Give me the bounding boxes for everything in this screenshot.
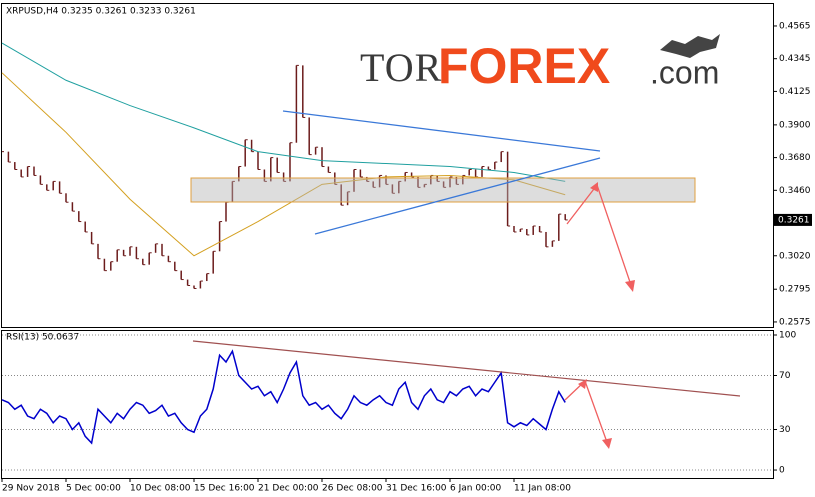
y-tick-label: 0.3020 <box>779 251 811 261</box>
y-tick-label: 0.2575 <box>779 317 811 327</box>
rsi-title: RSI(13) 50.0637 <box>6 333 79 343</box>
x-tick-label: 29 Nov 2018 <box>2 484 60 494</box>
x-tick-label: 6 Jan 00:00 <box>450 484 502 494</box>
plot: 0.4565 0.4345 0.4125 0.3900 0.3680 0.3460 0.30… <box>1 21 812 494</box>
x-tick-label: 10 Dec 08:00 <box>130 484 191 494</box>
moving-average <box>1 42 566 182</box>
rsi-panel <box>1 330 774 479</box>
x-tick-label: 26 Dec 08:00 <box>322 484 383 494</box>
x-tick-label: 31 Dec 16:00 <box>386 484 447 494</box>
chart-title: XRPUSD,H4 0.3235 0.3261 0.3233 0.3261 <box>6 7 196 17</box>
y-tick-label: 0 <box>779 466 785 476</box>
logo-prefix: TOR <box>360 45 442 90</box>
rsi-trend-line <box>192 340 741 397</box>
y-tick-label: 70 <box>779 371 791 381</box>
zone <box>190 177 696 203</box>
price-panel <box>1 3 774 328</box>
x-tick-label: 5 Dec 00:00 <box>66 484 121 494</box>
logo-suffix: .com <box>650 54 719 90</box>
trend-line <box>314 157 601 235</box>
logo-main: FOREX <box>438 38 610 94</box>
price-label: 0.3261 <box>778 215 810 225</box>
y-tick-label: 0.4345 <box>779 54 811 64</box>
arrow-head <box>578 379 612 449</box>
rsi-line <box>1 349 566 445</box>
arrow-head <box>590 182 635 292</box>
y-tick-label: 30 <box>779 425 791 435</box>
y-tick-label: 0.4125 <box>779 87 811 97</box>
y-tick-label: 0.3460 <box>779 186 811 196</box>
y-tick-label: 0.4565 <box>779 21 811 31</box>
y-tick-label: 0.3900 <box>779 120 811 130</box>
analysis-drawings <box>190 110 741 449</box>
logo-bull <box>660 34 720 58</box>
y-tick-label: 0.3680 <box>779 153 811 163</box>
trend-line <box>282 110 601 152</box>
x-tick-label: 21 Dec 00:00 <box>258 484 319 494</box>
y-tick-label: 0.2795 <box>779 285 811 295</box>
x-tick-label: 11 Jan 08:00 <box>514 484 571 494</box>
logo: TOR FOREX .com <box>360 34 720 94</box>
y-tick-label: 100 <box>779 330 796 340</box>
price-label-bg <box>774 213 812 226</box>
x-tick-label: 15 Dec 16:00 <box>194 484 255 494</box>
